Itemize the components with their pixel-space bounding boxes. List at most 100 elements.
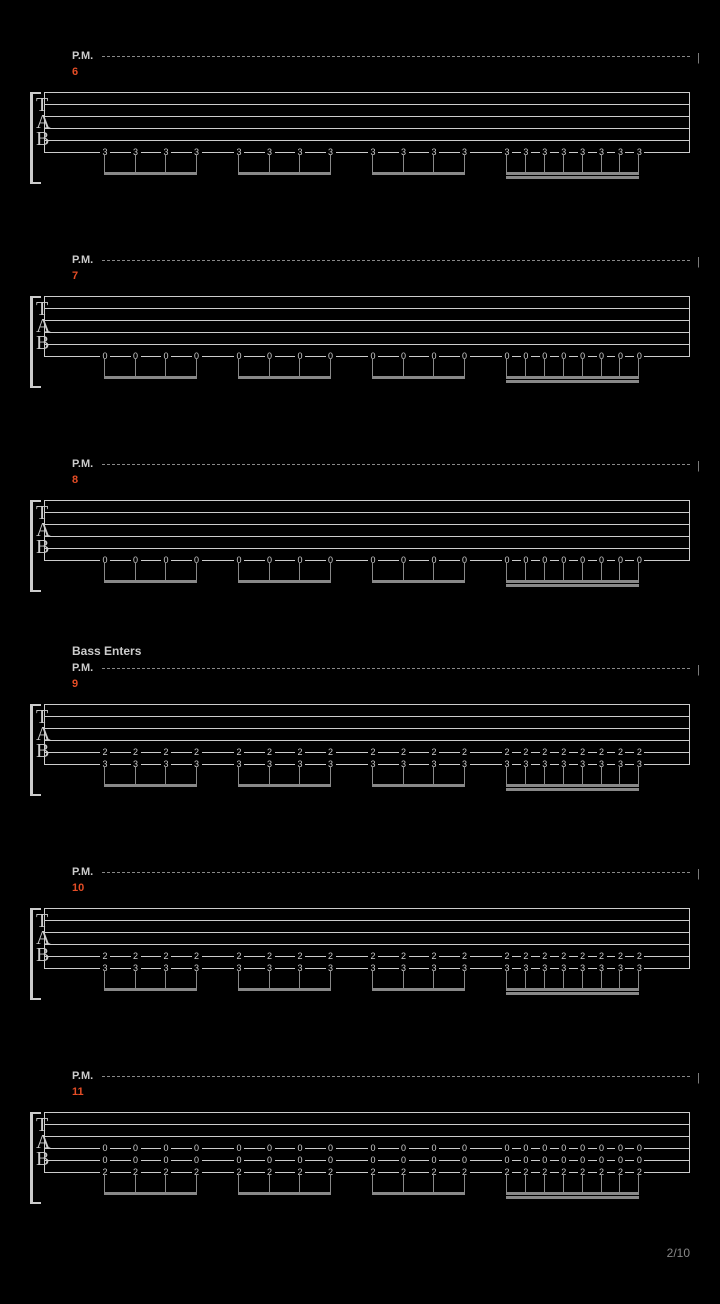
note-column: 23 [597,704,607,764]
note-stem [135,562,136,580]
fret-number: 2 [615,748,625,757]
fret-number: 0 [540,1144,550,1153]
note-column: 3 [429,92,439,152]
beam [506,1192,639,1195]
pm-label: P.M. [72,254,93,266]
note-stem [563,1174,564,1192]
note-stem [196,154,197,172]
note-stem [506,1174,507,1192]
pm-dash [102,668,690,669]
note-stem [433,154,434,172]
note-stem [238,1174,239,1192]
note-stem [238,154,239,172]
note-column: 002 [460,1112,470,1172]
fret-number: 0 [429,1144,439,1153]
beam [372,580,465,583]
note-stem [544,1174,545,1192]
fret-number: 0 [399,1156,409,1165]
note-stem [372,562,373,580]
note-stem [433,1174,434,1192]
note-stem [525,970,526,988]
note-column: 3 [326,92,336,152]
pm-end: | [697,256,700,268]
note-column: 3 [559,92,569,152]
fret-number: 0 [597,1156,607,1165]
note-column: 3 [597,92,607,152]
staff-container: TAB00000000000000000000 [30,500,690,600]
fret-number: 2 [265,748,275,757]
pm-dash [102,260,690,261]
fret-number: 0 [131,1156,141,1165]
note-column: 23 [295,704,305,764]
fret-number: 0 [192,1156,202,1165]
note-stem [165,970,166,988]
fret-number: 2 [326,952,336,961]
beam [104,988,197,991]
note-column: 0 [429,296,439,356]
beam [372,1192,465,1195]
fret-number: 0 [521,1156,531,1165]
fret-number: 2 [399,952,409,961]
measure-number: 6 [72,66,78,78]
note-column: 23 [192,704,202,764]
note-stem [104,562,105,580]
note-stem [269,562,270,580]
palm-mute-row: P.M.| [72,866,690,880]
note-stem [433,766,434,784]
fret-number: 2 [295,748,305,757]
note-stem [104,154,105,172]
beam [372,376,465,379]
note-stem [582,970,583,988]
fret-number: 2 [460,748,470,757]
note-stem [135,970,136,988]
note-column: 23 [540,704,550,764]
measure-number: 11 [72,1086,84,1098]
note-stem [269,766,270,784]
note-column: 3 [460,92,470,152]
note-stem [372,1174,373,1192]
beam [238,376,331,379]
pm-end: | [697,868,700,880]
note-column: 23 [100,704,110,764]
note-column: 002 [578,1112,588,1172]
note-column: 002 [295,1112,305,1172]
fret-number: 2 [295,952,305,961]
fret-number: 0 [597,1144,607,1153]
fret-number: 0 [265,1144,275,1153]
note-stem [464,562,465,580]
note-column: 002 [502,1112,512,1172]
note-stem [135,1174,136,1192]
note-stem [403,1174,404,1192]
note-column: 0 [634,296,644,356]
note-column: 3 [161,92,171,152]
fret-number: 0 [234,1156,244,1165]
pm-end: | [697,1072,700,1084]
fret-number: 0 [161,1156,171,1165]
note-column: 0 [502,296,512,356]
fret-number: 2 [192,952,202,961]
note-stem [165,154,166,172]
beam [372,784,465,787]
note-column: 23 [295,908,305,968]
note-column: 002 [161,1112,171,1172]
note-stem [582,1174,583,1192]
note-stem [464,1174,465,1192]
note-column: 23 [615,704,625,764]
fret-number: 0 [399,1144,409,1153]
note-column: 0 [521,500,531,560]
note-column: 0 [368,500,378,560]
note-column: 0 [615,296,625,356]
note-stem [582,562,583,580]
measure-number: 10 [72,882,84,894]
palm-mute-row: P.M.| [72,662,690,676]
note-column: 23 [192,908,202,968]
palm-mute-row: P.M.| [72,50,690,64]
string-line [44,560,690,561]
note-column: 002 [326,1112,336,1172]
note-column: 0 [540,500,550,560]
page-number: 2/10 [667,1246,690,1260]
fret-number: 0 [100,1144,110,1153]
stem-layer [44,766,690,792]
beam-secondary [506,176,639,179]
beam-secondary [506,788,639,791]
